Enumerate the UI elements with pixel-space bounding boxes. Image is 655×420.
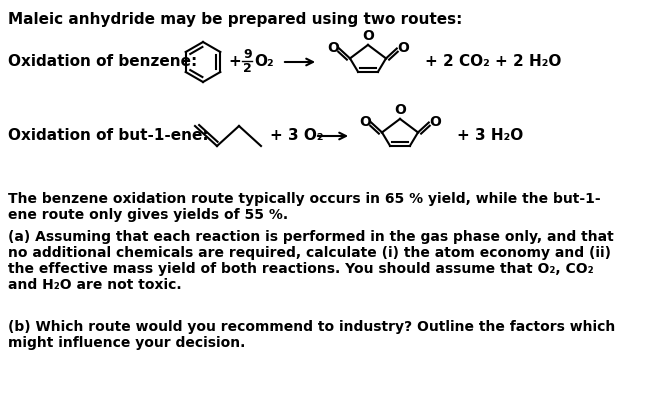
Text: +: + [228,55,241,69]
Text: ene route only gives yields of 55 %.: ene route only gives yields of 55 %. [8,208,288,222]
Text: and H₂O are not toxic.: and H₂O are not toxic. [8,278,181,292]
Text: + 3 O₂: + 3 O₂ [270,129,324,144]
Text: The benzene oxidation route typically occurs in 65 % yield, while the but-1-: The benzene oxidation route typically oc… [8,192,601,206]
Text: no additional chemicals are required, calculate (i) the atom economy and (ii): no additional chemicals are required, ca… [8,246,611,260]
Text: + 3 H₂O: + 3 H₂O [457,129,523,144]
Text: Oxidation of but-1-ene:: Oxidation of but-1-ene: [8,129,209,144]
Text: O: O [397,40,409,55]
Text: 2: 2 [243,61,252,74]
Text: O: O [394,103,406,117]
Text: O: O [362,29,374,43]
Text: O: O [429,115,441,129]
Text: (b) Which route would you recommend to industry? Outline the factors which: (b) Which route would you recommend to i… [8,320,615,334]
Text: O: O [359,115,371,129]
Text: (a) Assuming that each reaction is performed in the gas phase only, and that: (a) Assuming that each reaction is perfo… [8,230,614,244]
Text: the effective mass yield of both reactions. You should assume that O₂, CO₂: the effective mass yield of both reactio… [8,262,593,276]
Text: might influence your decision.: might influence your decision. [8,336,246,350]
Text: 9: 9 [243,48,252,61]
Text: O₂: O₂ [254,55,274,69]
Text: + 2 CO₂ + 2 H₂O: + 2 CO₂ + 2 H₂O [425,55,561,69]
Text: O: O [328,40,339,55]
Text: Maleic anhydride may be prepared using two routes:: Maleic anhydride may be prepared using t… [8,12,462,27]
Text: Oxidation of benzene:: Oxidation of benzene: [8,55,197,69]
